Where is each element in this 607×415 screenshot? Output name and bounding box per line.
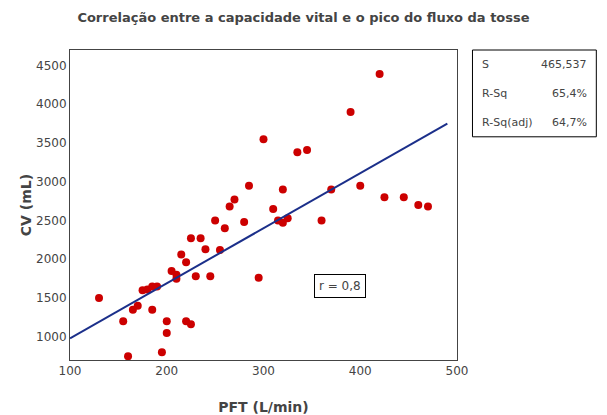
svg-text:3000: 3000 (36, 175, 67, 189)
svg-text:500: 500 (446, 364, 469, 378)
svg-text:200: 200 (155, 364, 178, 378)
svg-text:400: 400 (349, 364, 372, 378)
svg-text:2500: 2500 (36, 214, 67, 228)
svg-text:R-Sq(adj): R-Sq(adj) (482, 116, 533, 129)
svg-text:1000: 1000 (36, 330, 67, 344)
svg-text:65,4%: 65,4% (552, 87, 587, 100)
svg-text:465,537: 465,537 (541, 58, 587, 71)
svg-text:PFT (L/min): PFT (L/min) (218, 399, 308, 415)
svg-text:4000: 4000 (36, 97, 67, 111)
svg-text:Correlação entre a capacidade: Correlação entre a capacidade vital e o … (77, 10, 529, 25)
svg-text:S: S (482, 58, 489, 71)
svg-text:300: 300 (252, 364, 275, 378)
svg-text:r = 0,8: r = 0,8 (319, 279, 361, 293)
svg-text:4500: 4500 (36, 59, 67, 73)
svg-text:2000: 2000 (36, 252, 67, 266)
svg-text:CV (mL): CV (mL) (18, 174, 34, 236)
svg-text:3500: 3500 (36, 136, 67, 150)
svg-text:R-Sq: R-Sq (482, 87, 507, 100)
svg-text:64,7%: 64,7% (552, 116, 587, 129)
svg-text:1500: 1500 (36, 291, 67, 305)
svg-text:100: 100 (59, 364, 82, 378)
